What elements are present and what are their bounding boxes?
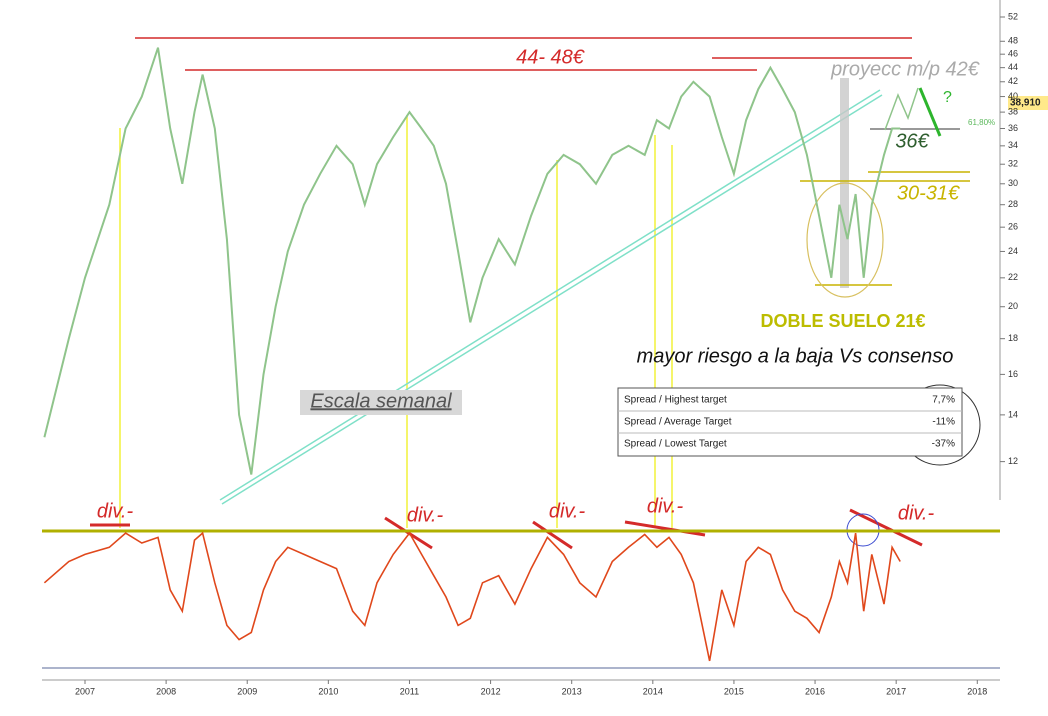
table-cell: Spread / Highest target	[624, 395, 727, 406]
y-tick-label: 48	[1008, 36, 1018, 46]
y-tick-label: 26	[1008, 222, 1018, 232]
y-tick-label: 24	[1008, 246, 1018, 256]
annotation: div.-	[407, 504, 444, 526]
x-tick-label: 2013	[562, 686, 582, 696]
y-tick-label: 30	[1008, 178, 1018, 188]
fib-label: 61,80%	[968, 118, 995, 127]
target-table: Spread / Highest target 7,7% Spread / Av…	[617, 387, 963, 457]
annotation: 36€	[895, 130, 929, 152]
table-cell: -11%	[932, 417, 955, 428]
annotation: div.-	[549, 500, 586, 522]
series-line	[43, 47, 901, 475]
annotation-lines	[42, 0, 1001, 681]
y-tick-label: 44	[1008, 62, 1018, 72]
annotation: ?	[943, 89, 952, 106]
annotation: proyecc m/p 42€	[830, 58, 980, 80]
annotation: DOBLE SUELO 21€	[760, 311, 925, 331]
last-price: 38,910	[1010, 98, 1041, 109]
x-tick-label: 2015	[724, 686, 744, 696]
x-tick-label: 2014	[643, 686, 663, 696]
y-tick-label: 46	[1008, 49, 1018, 59]
annotation: div.-	[97, 500, 134, 522]
x-tick-label: 2018	[967, 686, 987, 696]
x-tick-label: 2016	[805, 686, 825, 696]
y-tick-label: 38	[1008, 106, 1018, 116]
annotation: 30-31€	[897, 182, 960, 204]
y-tick-label: 20	[1008, 301, 1018, 311]
annotation: 44- 48€	[516, 46, 585, 68]
y-tick-label: 52	[1008, 11, 1018, 21]
table-cell: -37%	[932, 439, 955, 450]
y-tick-label: 28	[1008, 199, 1018, 209]
x-tick-label: 2010	[318, 686, 338, 696]
series-line	[43, 531, 901, 662]
y-tick-label: 34	[1008, 140, 1018, 150]
price-box	[1008, 96, 1048, 110]
x-tick-label: 2009	[237, 686, 257, 696]
annotation: div.-	[898, 502, 935, 524]
y-tick-label: 36	[1008, 123, 1018, 133]
table-cell: 7,7%	[932, 395, 955, 406]
y-tick-label: 16	[1008, 369, 1018, 379]
table-cell: Spread / Average Target	[624, 417, 732, 428]
x-tick-label: 2007	[75, 686, 95, 696]
y-tick-label: 14	[1008, 409, 1018, 419]
annotation: Escala semanal	[310, 390, 452, 412]
y-tick-label: 32	[1008, 159, 1018, 169]
x-tick-label: 2012	[481, 686, 501, 696]
x-tick-label: 2017	[886, 686, 906, 696]
annotation: div.-	[647, 495, 684, 517]
y-tick-label: 42	[1008, 76, 1018, 86]
y-tick-label: 40	[1008, 91, 1018, 101]
x-tick-label: 2008	[156, 686, 176, 696]
y-tick-label: 12	[1008, 456, 1018, 466]
y-tick-label: 18	[1008, 333, 1018, 343]
label-box	[300, 390, 462, 415]
x-tick-label: 2011	[400, 686, 419, 696]
table-cell: Spread / Lowest Target	[624, 439, 727, 450]
y-tick-label: 22	[1008, 272, 1018, 282]
annotation: mayor riesgo a la baja Vs consenso	[637, 345, 954, 367]
